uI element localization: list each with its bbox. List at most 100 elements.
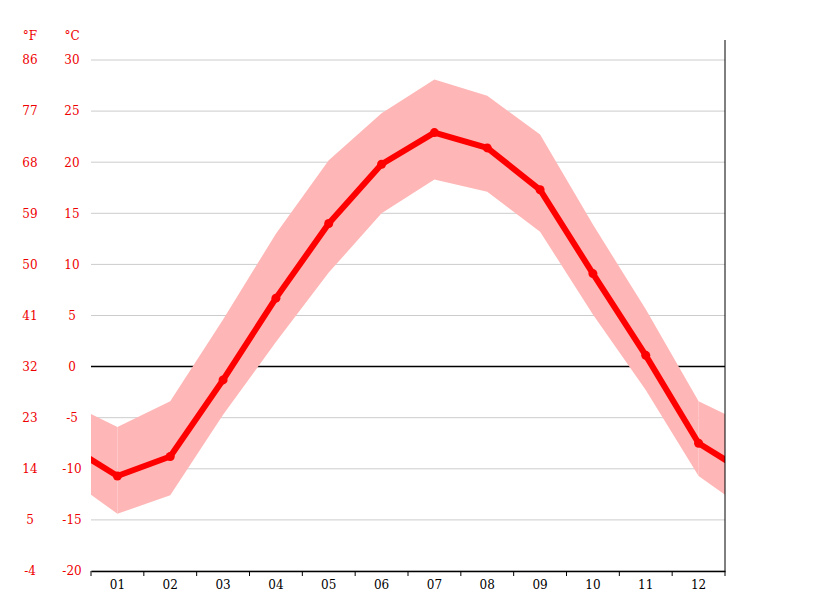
x-tick: 06 (374, 571, 389, 592)
x-tick-label: 02 (163, 578, 178, 592)
right-frame (725, 40, 726, 571)
y-tick: 0 (68, 360, 76, 374)
y-tick-label: 30 (64, 53, 79, 67)
x-tick-label: 03 (215, 578, 230, 592)
series-marker (483, 143, 492, 152)
x-tick-label: 09 (532, 578, 547, 592)
category-divider (302, 571, 303, 576)
y2-tick-label: 59 (22, 207, 37, 221)
series-marker (641, 351, 650, 360)
series-marker (324, 219, 333, 228)
y-axis: -20 -15 -10 -5 0 5 10 15 20 25 30 (62, 53, 81, 578)
series-marker (113, 471, 122, 480)
y2-tick: 77 (22, 104, 37, 118)
grid-line (91, 213, 725, 214)
x-tick: 01 (110, 571, 125, 592)
y-tick: 15 (64, 207, 79, 221)
y-tick: 20 (64, 156, 79, 170)
y2-tick-label: 32 (22, 360, 37, 374)
category-divider (460, 571, 461, 576)
range-band (117, 79, 698, 513)
x-tick-label: 08 (480, 578, 495, 592)
series-marker (377, 160, 386, 169)
x-tick-label: 04 (268, 578, 284, 592)
y2-tick: 68 (22, 156, 37, 170)
y2-tick-label: 86 (22, 53, 37, 67)
grid-line (91, 60, 725, 61)
series-marker (219, 375, 228, 384)
y-tick: -15 (62, 513, 81, 527)
y2-tick: 5 (26, 513, 34, 527)
x-tick-label: 07 (427, 578, 442, 592)
y-tick-label: -5 (66, 411, 78, 425)
chart: 010203040506070809101112-20-15-10-505101… (0, 0, 815, 611)
y-tick: -10 (62, 462, 81, 476)
grid-line (91, 264, 725, 265)
y2-axis: -4 5 14 23 32 41 50 59 68 77 86 (22, 53, 38, 578)
y-tick: 30 (64, 53, 79, 67)
x-tick-label: 06 (374, 578, 389, 592)
x-tick-label: 12 (691, 578, 706, 592)
y2-tick-label: 77 (22, 104, 37, 118)
y-tick-label: -10 (62, 462, 81, 476)
y-tick-label: 15 (64, 207, 79, 221)
category-divider (91, 571, 92, 576)
y2-tick-label: 14 (22, 462, 38, 476)
y2-tick-label: 41 (22, 309, 37, 323)
series-line (117, 133, 698, 476)
x-tick: 10 (585, 571, 600, 592)
y2-tick-label: 5 (26, 513, 34, 527)
x-tick-label: 01 (110, 578, 125, 592)
range-band-wrap (91, 401, 117, 513)
category-divider (672, 571, 673, 576)
y-tick-label: 20 (64, 156, 79, 170)
y2-tick-label: 50 (22, 258, 37, 272)
y-tick-label: -15 (62, 513, 81, 527)
plot-area (91, 79, 725, 513)
y-tick-label: -20 (62, 564, 81, 578)
category-divider (725, 571, 726, 576)
grid (91, 60, 725, 571)
x-tick-label: 11 (638, 578, 653, 592)
y-tick-label: 5 (68, 309, 76, 323)
series-line-wrap (91, 443, 117, 476)
y-tick: 25 (64, 104, 79, 118)
category-divider (513, 571, 514, 576)
category-divider (143, 571, 144, 576)
series-marker (694, 439, 703, 448)
y2-tick: 23 (22, 411, 37, 425)
y2-tick: 41 (22, 309, 37, 323)
x-tick: 04 (268, 571, 284, 592)
y-tick: -20 (62, 564, 81, 578)
x-tick: 09 (532, 571, 547, 592)
y2-tick: 59 (22, 207, 37, 221)
category-divider (196, 571, 197, 576)
series-marker (588, 269, 597, 278)
x-tick: 12 (691, 571, 706, 592)
y2-tick: 86 (22, 53, 37, 67)
category-divider (566, 571, 567, 576)
x-tick-label: 10 (585, 578, 600, 592)
category-divider (249, 571, 250, 576)
series-marker (166, 452, 175, 461)
x-axis: 01 02 03 04 05 06 07 08 09 10 11 12 (92, 571, 726, 592)
y2-tick: 32 (22, 360, 37, 374)
grid-line (91, 519, 725, 520)
x-tick-label: 05 (321, 578, 336, 592)
y2-tick-label: 68 (22, 156, 37, 170)
x-tick: 05 (321, 571, 336, 592)
y-tick: -5 (66, 411, 78, 425)
x-tick: 02 (163, 571, 178, 592)
series-marker (430, 128, 439, 137)
y-tick-label: 25 (64, 104, 79, 118)
series-marker (536, 185, 545, 194)
y-tick: 10 (64, 258, 79, 272)
category-divider (619, 571, 620, 576)
range-band-wrap (699, 401, 725, 513)
y2-axis-title: °F (23, 29, 37, 43)
series-line-wrap (699, 443, 725, 476)
y2-tick: 14 (22, 462, 38, 476)
y2-tick-label: -4 (24, 564, 36, 578)
series-marker (271, 294, 280, 303)
y-tick-label: 10 (64, 258, 79, 272)
